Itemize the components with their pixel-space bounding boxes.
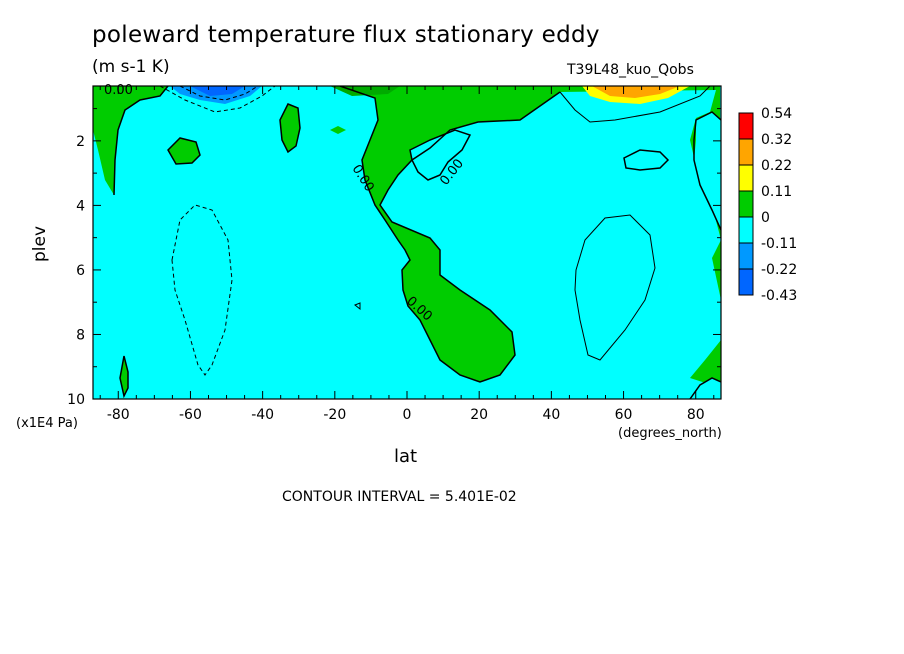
small-contour-mark [354,302,361,311]
stronger-negative-band [190,86,245,96]
negative-corner-se [690,378,721,399]
y-axis-units: (x1E4 Pa) [16,416,78,431]
colorbar-label: 0.32 [761,132,792,148]
colorbar-label: 0.54 [761,106,792,122]
x-tick-label: 80 [687,407,705,423]
zero-contour-hole [409,129,472,181]
run-label: T39L48_kuo_Qobs [567,62,694,78]
colorbar-label: -0.11 [761,236,797,252]
negative-contour-top-left [159,86,276,113]
x-tick-label: -40 [251,407,274,423]
x-tick-label: 0 [403,407,412,423]
positive-patch-west-2 [280,104,300,152]
colorbar-swatch [738,138,754,166]
x-tick-label: 20 [470,407,488,423]
colorbar-swatch [738,242,754,270]
colorbar-swatch [738,164,754,192]
positive-contour-top-right [559,86,711,123]
y-tick-label: 6 [76,263,85,279]
y-tick-label: 2 [76,134,85,150]
x-tick-label: 60 [615,407,633,423]
positive-region-east [340,86,721,399]
x-axis-label: lat [394,446,418,467]
x-tick-label: 40 [542,407,560,423]
y-tick-label: 10 [67,392,85,408]
contour-lines [113,86,721,399]
colorbar-swatch [738,112,754,140]
colorbar-swatch [738,268,754,296]
negative-contour-west-oval [171,204,233,376]
x-tick-label: -60 [179,407,202,423]
positive-patch-west-3 [330,126,346,134]
colorbar-label: 0.11 [761,184,792,200]
x-axis: -80 -60 -40 -20 0 20 40 60 80 [99,86,715,423]
zero-contour-west [113,86,169,196]
y-axis: 2 4 6 8 10 [67,108,721,408]
negative-hole-east [624,150,668,170]
zero-contour-east-hole [623,149,670,171]
colorbar-label: -0.22 [761,262,797,278]
zero-contour-sw [119,355,129,399]
colorbar-label: -0.43 [761,288,797,304]
zero-contour-main [339,86,561,383]
colorbar: 0.54 0.32 0.22 0.11 0 -0.11 -0.22 -0.43 [738,106,797,304]
y-tick-label: 4 [76,198,85,214]
zero-contour-far-east [693,111,721,231]
zero-contour-patch1 [167,137,201,165]
stronger-positive-band [592,86,680,98]
x-tick-label: -80 [107,407,130,423]
chart-title: poleward temperature flux stationary edd… [92,22,600,48]
positive-contour-east-oval [574,214,656,361]
colorbar-label: 0.22 [761,158,792,174]
contour-interval: CONTOUR INTERVAL = 5.401E-02 [282,489,517,505]
colorbar-label: 0 [761,210,770,226]
zero-contour-patch2 [279,103,301,154]
contour-fills [93,86,721,399]
negative-contour-top-left-inner [179,86,259,101]
x-axis-units: (degrees_north) [618,426,722,441]
negative-hole-far-east [694,112,721,230]
x-tick-label: -20 [323,407,346,423]
positive-patch-west-1 [168,138,200,164]
positive-patch-west-top [93,86,168,195]
chart-units: (m s-1 K) [92,57,170,77]
zero-contour-se [689,377,721,399]
y-tick-label: 8 [76,327,85,343]
colorbar-swatch [738,190,754,218]
colorbar-swatch [738,216,754,244]
